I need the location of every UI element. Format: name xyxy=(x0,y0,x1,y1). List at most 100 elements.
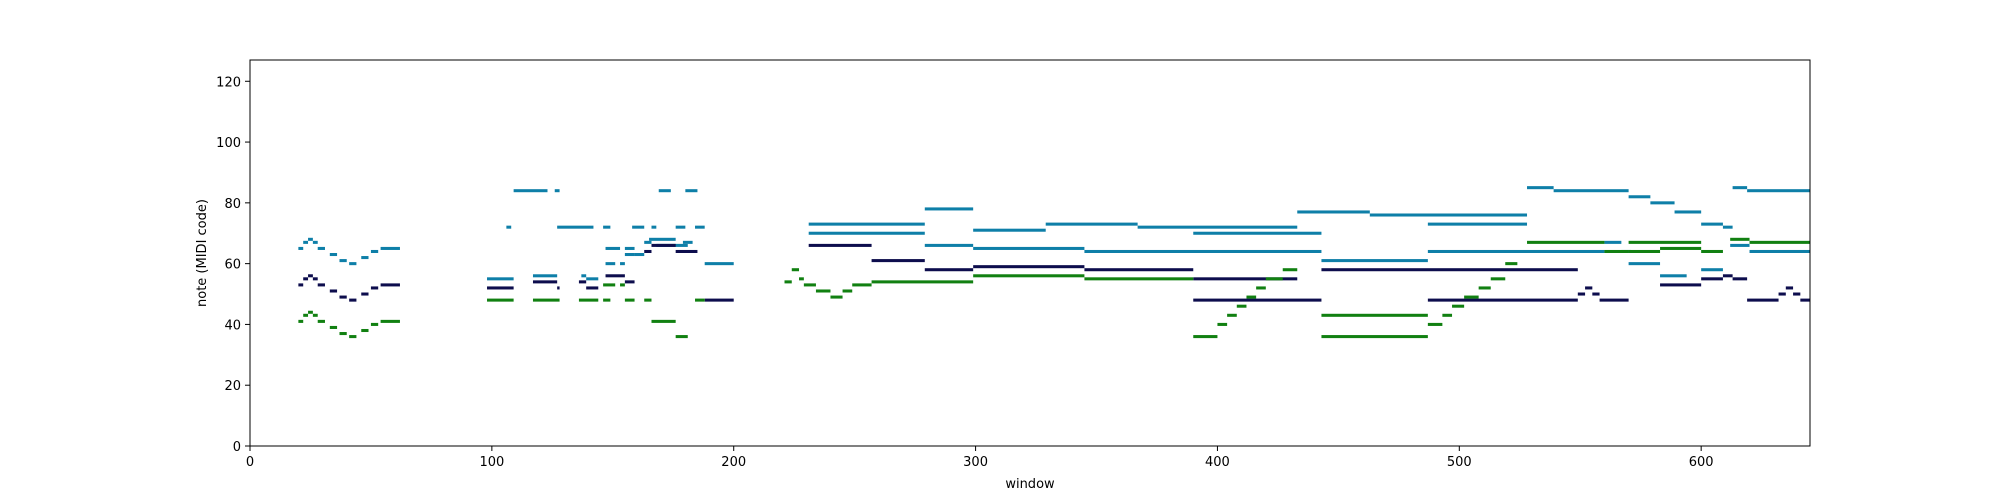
y-tick-label: 80 xyxy=(224,197,241,212)
note-segment xyxy=(380,246,400,250)
note-segment xyxy=(532,298,560,302)
note-segment xyxy=(1246,295,1257,299)
y-axis-label: note (MIDI code) xyxy=(195,199,210,307)
note-segment xyxy=(1701,268,1723,272)
note-segment xyxy=(329,289,338,293)
note-segment xyxy=(973,274,1085,278)
note-segment xyxy=(308,274,313,278)
x-tick-label: 200 xyxy=(721,455,746,470)
note-segment xyxy=(924,207,974,211)
note-segment xyxy=(685,189,698,193)
note-segment xyxy=(1321,313,1428,317)
note-segment xyxy=(303,313,309,317)
note-segment xyxy=(624,298,635,302)
note-segment xyxy=(308,310,313,314)
x-tick-label: 400 xyxy=(1205,455,1230,470)
note-segment xyxy=(644,249,652,253)
note-segment xyxy=(370,249,379,253)
note-segment xyxy=(1321,259,1428,263)
note-segment xyxy=(532,274,558,278)
note-segment xyxy=(361,256,369,260)
note-segment xyxy=(784,280,792,284)
note-segment xyxy=(1553,189,1629,193)
note-segment xyxy=(632,225,645,229)
note-segment xyxy=(1427,298,1578,302)
note-segment xyxy=(1599,298,1629,302)
note-segment xyxy=(1297,210,1370,214)
note-segment xyxy=(620,283,625,287)
note-segment xyxy=(666,243,676,247)
note-segment xyxy=(1604,249,1629,253)
note-segment xyxy=(1236,304,1247,308)
note-segment xyxy=(1701,222,1723,226)
note-segment xyxy=(624,253,635,257)
y-tick-label: 60 xyxy=(224,258,241,273)
note-segment xyxy=(1785,286,1794,290)
note-segment xyxy=(634,253,645,257)
note-segment xyxy=(554,189,560,193)
note-segment xyxy=(1427,322,1443,326)
note-segment xyxy=(1464,295,1479,299)
note-segment xyxy=(1722,225,1733,229)
note-segment xyxy=(339,332,347,336)
note-segment xyxy=(973,246,1085,250)
note-segment xyxy=(620,262,625,266)
note-segment xyxy=(651,225,657,229)
note-segment xyxy=(339,259,347,263)
y-tick-label: 40 xyxy=(224,318,241,333)
note-segment xyxy=(1527,240,1605,244)
note-segment xyxy=(605,274,625,278)
note-segment xyxy=(1442,313,1453,317)
note-segment xyxy=(312,240,318,244)
note-segment xyxy=(651,319,666,323)
note-segment xyxy=(1732,186,1748,190)
note-segment xyxy=(317,319,325,323)
note-segment xyxy=(1084,249,1322,253)
note-segment xyxy=(1660,274,1687,278)
note-segment xyxy=(361,292,369,296)
note-segment xyxy=(1747,298,1779,302)
note-segment xyxy=(1227,313,1237,317)
note-segment xyxy=(581,274,587,278)
note-segment xyxy=(803,283,816,287)
note-segment xyxy=(603,225,611,229)
note-segment xyxy=(532,280,558,284)
note-segment xyxy=(308,237,313,241)
note-segment xyxy=(298,246,304,250)
note-segment xyxy=(1084,268,1194,272)
note-segment xyxy=(312,277,318,281)
note-segment xyxy=(1722,274,1733,278)
note-segment xyxy=(852,283,872,287)
note-segment xyxy=(1701,277,1723,281)
note-segment xyxy=(1505,262,1518,266)
note-segment xyxy=(695,225,705,229)
note-segment xyxy=(973,228,1046,232)
note-segment xyxy=(1193,298,1322,302)
note-segment xyxy=(1585,286,1593,290)
note-segment xyxy=(649,237,666,241)
note-segment xyxy=(329,253,338,257)
note-segment xyxy=(1730,237,1750,241)
note-segment xyxy=(1628,195,1651,199)
y-tick-label: 0 xyxy=(233,440,241,455)
note-segment xyxy=(1369,213,1528,217)
x-tick-label: 500 xyxy=(1447,455,1472,470)
x-axis-ticks: 0 100 200 300 400 500 600 xyxy=(246,446,1714,470)
note-segment xyxy=(317,246,325,250)
note-segment xyxy=(1217,322,1228,326)
note-segment xyxy=(924,268,974,272)
note-segment xyxy=(1193,277,1298,281)
note-segment xyxy=(605,262,616,266)
note-segment xyxy=(695,298,705,302)
note-segment xyxy=(1490,277,1506,281)
note-segment xyxy=(557,225,594,229)
note-segment xyxy=(1427,249,1605,253)
note-segment xyxy=(380,283,400,287)
note-segment xyxy=(487,277,514,281)
note-segment xyxy=(658,189,671,193)
note-segment xyxy=(1800,298,1810,302)
note-segment xyxy=(1045,222,1138,226)
note-segment xyxy=(871,259,925,263)
note-segment xyxy=(317,283,325,287)
